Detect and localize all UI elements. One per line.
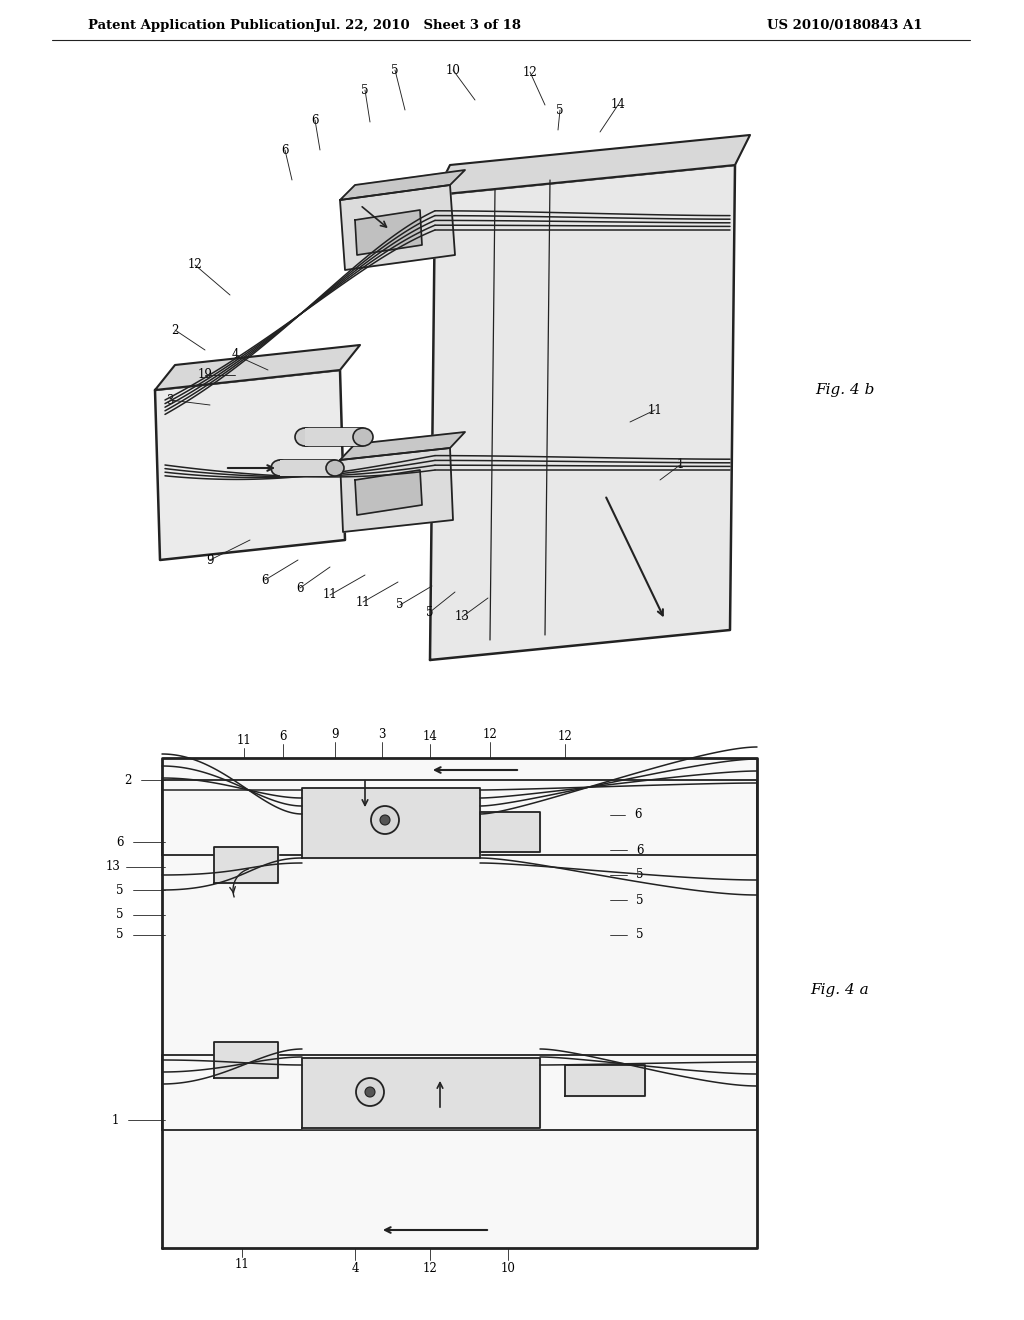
Circle shape xyxy=(365,1086,375,1097)
Polygon shape xyxy=(340,170,465,201)
Polygon shape xyxy=(302,788,480,858)
Text: 5: 5 xyxy=(396,598,403,611)
Text: 2: 2 xyxy=(171,323,178,337)
Text: 12: 12 xyxy=(482,727,498,741)
Polygon shape xyxy=(355,210,422,255)
Polygon shape xyxy=(340,185,455,271)
Text: 13: 13 xyxy=(105,861,121,874)
Text: 6: 6 xyxy=(280,730,287,742)
Polygon shape xyxy=(430,165,735,660)
Text: 14: 14 xyxy=(423,730,437,742)
Text: 5: 5 xyxy=(117,928,124,941)
Text: 5: 5 xyxy=(117,908,124,921)
Circle shape xyxy=(380,814,390,825)
Text: 12: 12 xyxy=(187,259,203,272)
Text: 13: 13 xyxy=(455,610,469,623)
Text: 14: 14 xyxy=(610,99,626,111)
Text: 1: 1 xyxy=(112,1114,119,1126)
Text: 3: 3 xyxy=(378,727,386,741)
Text: 6: 6 xyxy=(296,582,304,594)
Ellipse shape xyxy=(295,428,315,446)
Text: 11: 11 xyxy=(323,589,337,602)
Text: 9: 9 xyxy=(331,727,339,741)
Polygon shape xyxy=(340,447,453,532)
Text: 2: 2 xyxy=(124,774,132,787)
Text: 10: 10 xyxy=(501,1262,515,1275)
Text: Fig. 4 b: Fig. 4 b xyxy=(815,383,874,397)
Text: 11: 11 xyxy=(237,734,251,747)
Polygon shape xyxy=(565,1065,645,1096)
Text: 9: 9 xyxy=(206,553,214,566)
Text: US 2010/0180843 A1: US 2010/0180843 A1 xyxy=(767,18,923,32)
FancyBboxPatch shape xyxy=(280,459,335,477)
Text: Patent Application Publication: Patent Application Publication xyxy=(88,18,314,32)
Text: 5: 5 xyxy=(556,103,564,116)
Text: 1: 1 xyxy=(676,458,684,471)
Polygon shape xyxy=(355,470,422,515)
Polygon shape xyxy=(480,812,540,851)
Text: 6: 6 xyxy=(636,843,644,857)
Text: 6: 6 xyxy=(634,808,642,821)
Text: 3: 3 xyxy=(166,393,174,407)
Text: 4: 4 xyxy=(231,348,239,362)
Circle shape xyxy=(371,807,399,834)
FancyBboxPatch shape xyxy=(305,428,362,446)
Text: 12: 12 xyxy=(522,66,538,78)
Text: 11: 11 xyxy=(355,595,371,609)
Text: Fig. 4 a: Fig. 4 a xyxy=(811,983,869,997)
Text: 5: 5 xyxy=(117,883,124,896)
Polygon shape xyxy=(302,1059,540,1129)
Text: 12: 12 xyxy=(558,730,572,742)
Text: 6: 6 xyxy=(282,144,289,157)
Polygon shape xyxy=(214,847,278,883)
Polygon shape xyxy=(340,432,465,459)
Text: 10: 10 xyxy=(445,63,461,77)
Text: 12: 12 xyxy=(423,1262,437,1275)
Text: 6: 6 xyxy=(261,573,268,586)
Text: Jul. 22, 2010   Sheet 3 of 18: Jul. 22, 2010 Sheet 3 of 18 xyxy=(315,18,521,32)
Text: 5: 5 xyxy=(636,928,644,941)
Polygon shape xyxy=(214,1041,278,1078)
Text: 4: 4 xyxy=(351,1262,358,1275)
Polygon shape xyxy=(162,758,757,1247)
Text: 11: 11 xyxy=(234,1258,250,1271)
Ellipse shape xyxy=(326,459,344,477)
Text: 5: 5 xyxy=(636,894,644,907)
Ellipse shape xyxy=(353,428,373,446)
Polygon shape xyxy=(155,345,360,389)
Text: 5: 5 xyxy=(361,83,369,96)
Text: 5: 5 xyxy=(391,63,398,77)
Text: 5: 5 xyxy=(426,606,434,619)
Text: 6: 6 xyxy=(117,836,124,849)
Text: 5: 5 xyxy=(636,869,644,882)
Text: 11: 11 xyxy=(647,404,663,417)
Text: 19: 19 xyxy=(198,368,212,381)
Ellipse shape xyxy=(271,459,289,477)
Text: 6: 6 xyxy=(311,114,318,127)
Polygon shape xyxy=(155,370,345,560)
Circle shape xyxy=(356,1078,384,1106)
Polygon shape xyxy=(435,135,750,195)
